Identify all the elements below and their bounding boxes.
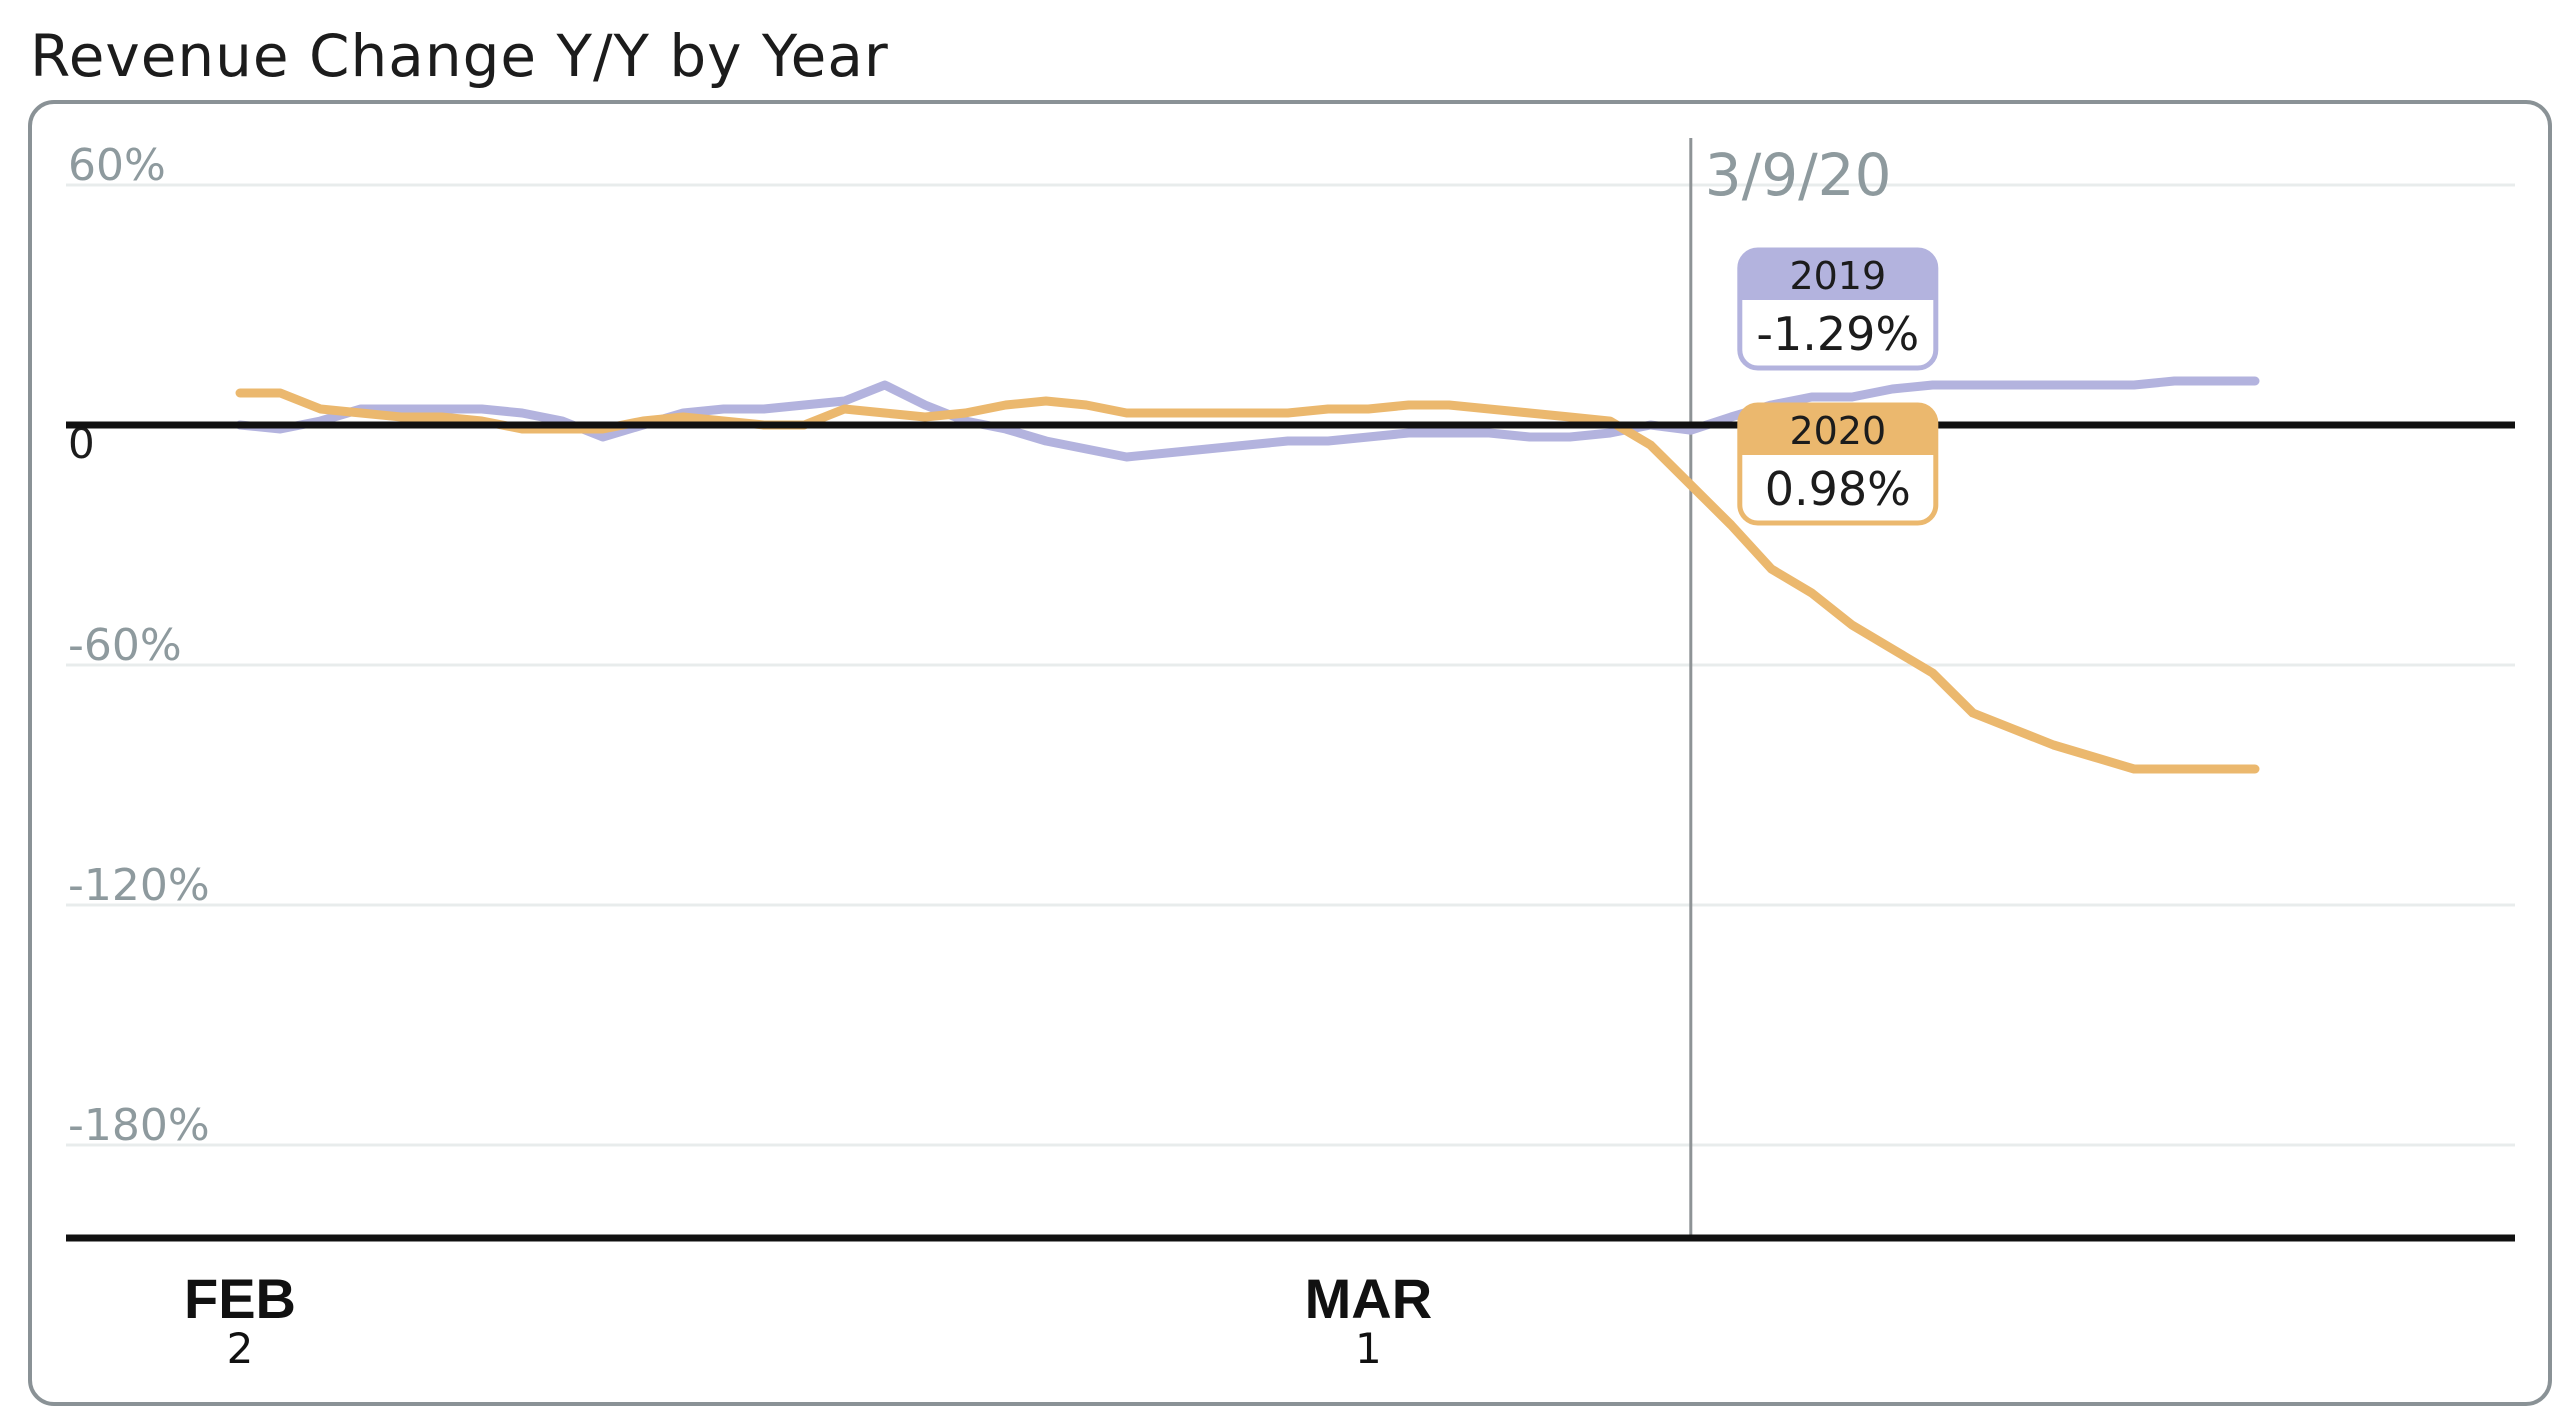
y-tick-label: -180%: [68, 1100, 210, 1151]
tooltip-series-name: 2020: [1789, 409, 1886, 453]
tooltip-2019: 2019 -1.29%: [1737, 247, 1939, 371]
y-tick-label: 60%: [68, 140, 166, 191]
tooltip-series-name: 2019: [1789, 254, 1886, 298]
x-tick-day-label: 1: [1355, 1324, 1382, 1373]
y-tick-label: -60%: [68, 620, 182, 671]
series-line-2020[interactable]: [235, 388, 2260, 774]
tooltip-value: -1.29%: [1756, 307, 1919, 361]
cursor-date-label: 3/9/20: [1705, 141, 1892, 209]
y-tick-label: -120%: [68, 860, 210, 911]
series-line-2019[interactable]: [235, 376, 2260, 462]
tooltip-header: [1739, 405, 1936, 455]
tooltip-header: [1739, 250, 1936, 300]
tooltip-2020: 2020 0.98%: [1737, 402, 1939, 526]
x-tick-day-label: 2: [227, 1324, 254, 1373]
x-tick-month-label: MAR: [1305, 1267, 1433, 1330]
chart-title: Revenue Change Y/Y by Year: [30, 22, 889, 90]
chart-frame: [28, 100, 2552, 1406]
x-tick-month-label: FEB: [184, 1267, 296, 1330]
tooltip-value: 0.98%: [1765, 462, 1911, 516]
